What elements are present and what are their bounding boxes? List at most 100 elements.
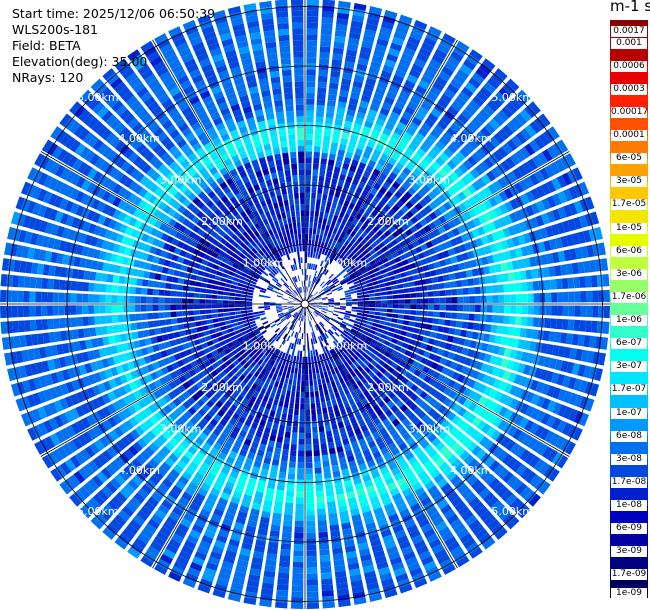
range-gate-cell [310,305,317,309]
range-gate-cell [392,268,400,275]
range-gate-cell [426,180,436,190]
range-gate-cell [506,78,520,92]
range-gate-cell [398,442,408,451]
range-gate-cell [164,297,171,304]
range-gate-cell [328,283,335,288]
range-gate-cell [446,369,455,378]
range-gate-cell [394,328,402,335]
range-gate-cell [315,308,322,312]
range-gate-cell [271,404,278,412]
range-gate-cell [428,221,437,230]
range-gate-cell [493,132,505,145]
range-gate-cell [544,430,556,444]
range-gate-cell [356,488,366,497]
range-gate-cell [308,269,311,276]
range-gate-cell [267,482,276,490]
range-gate-cell [263,570,276,578]
range-gate-cell [315,308,322,312]
range-gate-cell [317,287,323,293]
range-gate-cell [603,289,610,303]
range-gate-cell [290,444,297,451]
range-gate-cell [388,85,400,95]
range-gate-cell [223,287,231,292]
range-gate-cell [435,521,448,532]
range-gate-cell [316,99,326,106]
range-gate-cell [477,190,488,201]
range-gate-cell [337,421,345,429]
range-gate-cell [514,400,525,412]
range-gate-cell [381,195,390,204]
range-gate-cell [29,276,37,289]
range-gate-cell [397,382,405,390]
range-gate-cell [471,268,479,277]
range-gate-cell [401,513,413,524]
range-gate-cell [373,549,386,559]
range-gate-cell [545,225,554,238]
range-gate-cell [311,289,316,295]
range-gate-cell [106,274,114,283]
range-gate-cell [412,167,422,177]
range-gate-cell [154,273,162,281]
range-gate-cell [322,284,328,290]
range-gate-cell [317,181,324,189]
range-gate-cell [515,305,523,315]
range-gate-cell [334,241,340,248]
range-gate-cell [494,91,507,104]
range-gate-cell [300,339,303,345]
range-gate-cell [492,416,503,428]
range-gate-cell [269,470,278,478]
range-gate-cell [331,326,337,332]
range-gate-cell [343,419,351,427]
range-gate-cell [350,237,357,245]
range-gate-cell [292,420,299,427]
range-gate-cell [520,128,532,141]
range-gate-cell [278,472,287,479]
range-gate-cell [206,319,214,325]
range-gate-cell [426,91,438,102]
range-gate-cell [396,63,409,73]
range-gate-cell [439,38,453,50]
range-gate-cell [476,372,486,382]
range-gate-cell [154,327,162,335]
range-gate-cell [258,296,265,300]
range-gate-cell [320,395,326,403]
range-gate-cell [315,317,320,323]
range-gate-cell [223,291,230,296]
range-gate-cell [380,312,387,317]
range-gate-cell [327,272,333,278]
range-gate-cell [306,69,316,76]
range-gate-cell [277,578,289,586]
range-gate-cell [417,363,425,371]
range-gate-cell [334,366,340,374]
range-gate-cell [362,330,370,336]
range-gate-cell [356,312,363,316]
range-gate-cell [514,196,525,208]
range-gate-cell [321,334,326,341]
range-gate-cell [493,193,503,205]
range-gate-cell [433,124,445,135]
range-gate-cell [170,304,177,311]
range-gate-cell [419,455,430,465]
range-gate-cell [219,281,226,287]
range-gate-cell [392,213,401,222]
range-gate-cell [340,268,346,275]
range-gate-cell [411,268,419,275]
range-gate-cell [502,227,511,238]
range-gate-cell [326,322,333,328]
range-gate-cell [346,280,354,285]
range-gate-cell [406,243,415,251]
range-gate-cell [308,245,311,252]
range-gate-cell [396,535,409,545]
range-gate-cell [388,247,397,254]
range-gate-cell [401,545,414,556]
range-gate-cell [315,296,322,300]
range-gate-cell [380,375,388,383]
range-gate-cell [355,212,362,221]
range-gate-cell [327,309,334,312]
range-gate-cell [336,12,350,20]
range-gate-cell [217,299,223,304]
range-gate-cell [340,333,346,340]
range-gate-cell [366,421,375,430]
range-gate-cell [230,284,237,289]
range-gate-cell [273,506,283,514]
